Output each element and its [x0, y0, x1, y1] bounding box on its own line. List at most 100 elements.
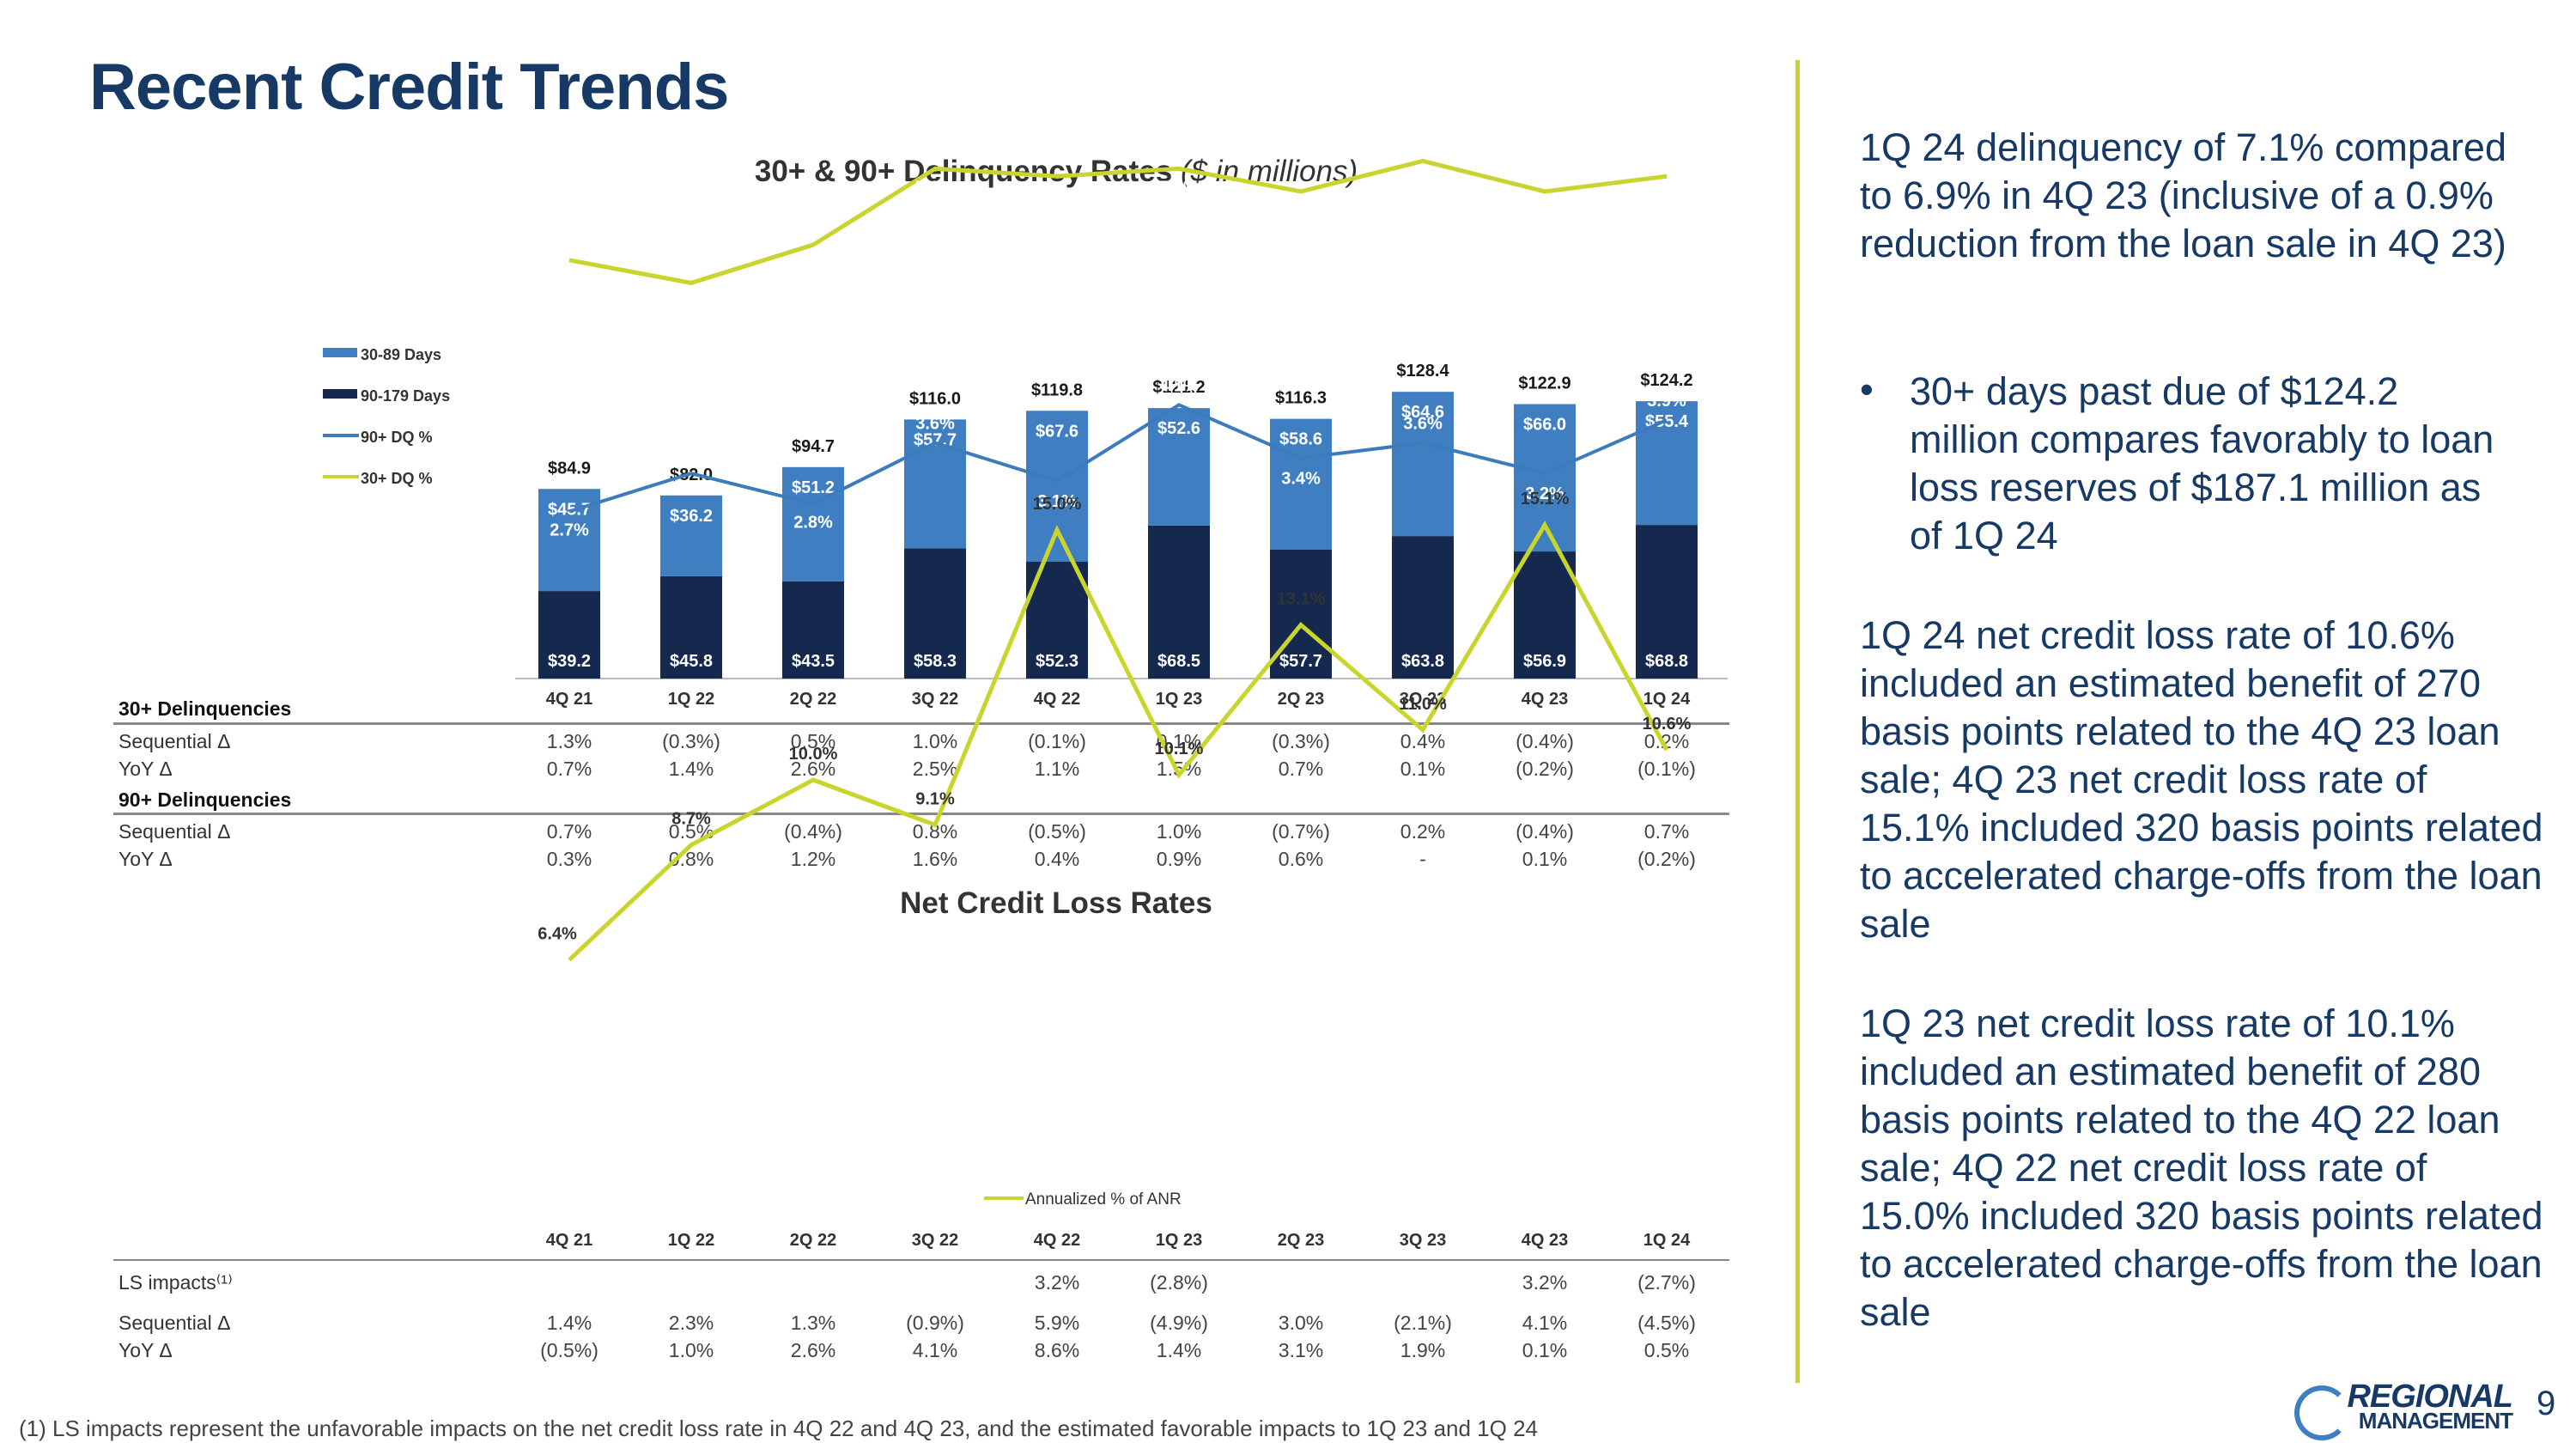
bar-label-90-179: $43.5: [792, 652, 835, 671]
table-cell-d90-yoy: 0.6%: [1278, 848, 1324, 870]
table-cell-d30-seq: 1.0%: [912, 730, 958, 752]
line-30-dq: [568, 158, 1668, 285]
table-cell-d90-yoy: 0.1%: [1522, 848, 1568, 870]
bar-total-label: $128.4: [1396, 362, 1449, 381]
footnote: (1) LS impacts represent the unfavorable…: [19, 1416, 1539, 1441]
row-label-30-yoy: YoY Δ: [118, 758, 173, 780]
bar-label-30-89: $58.6: [1279, 430, 1322, 449]
row-label-ncl-seq: Sequential Δ: [118, 1312, 231, 1334]
ncl-table-cell-yoy: 0.5%: [1643, 1339, 1690, 1361]
table-cell-d90-seq: (0.4%): [1516, 820, 1574, 843]
ncl-table-cell-yoy: 1.0%: [668, 1339, 714, 1361]
vertical-separator: [1795, 60, 1800, 1383]
bar-90-179-3q23: [1392, 536, 1454, 679]
table-cell-d90-yoy: (0.2%): [1637, 848, 1696, 870]
line-30-data-label: 6.2%: [793, 258, 833, 277]
bar-label-30-89: $67.6: [1036, 422, 1078, 441]
line-30-data-label: 7.1%: [1647, 186, 1686, 204]
bar-total-label: $121.2: [1152, 378, 1205, 397]
bar-total-label: $94.7: [792, 437, 835, 456]
line-30-data-label: 5.7%: [671, 295, 711, 314]
table-cell-d90-yoy: 1.6%: [912, 848, 958, 870]
table-divider: [113, 1259, 1729, 1261]
commentary-bullet: 30+ days past due of $124.2 million comp…: [1910, 369, 2494, 557]
table-cell-d90-seq: (0.7%): [1272, 820, 1330, 843]
bar-label-90-179: $68.5: [1157, 652, 1200, 671]
commentary-ncl-1q24: 1Q 24 net credit loss rate of 10.6% incl…: [1860, 613, 2543, 946]
bar-label-90-179: $58.3: [914, 652, 957, 671]
ncl-table-cell-yoy: 3.1%: [1278, 1339, 1324, 1361]
ncl-table-cell-seq: 2.3%: [668, 1312, 714, 1334]
ncl-table-cell-yoy: 1.9%: [1400, 1339, 1446, 1361]
row-label-ncl-yoy: YoY Δ: [118, 1339, 173, 1361]
line-30-data-label: 7.2%: [915, 178, 955, 197]
delinquency-chart: $39.2$45.7$84.94Q 21$45.8$36.2$82.01Q 22…: [323, 158, 1728, 709]
legend-label: 90+ DQ %: [361, 429, 433, 446]
line-30-data-label: 6.9%: [1525, 201, 1564, 220]
row-label-ls-impacts: LS impacts⁽¹⁾: [118, 1271, 233, 1294]
bar-30-89-2q23: [1270, 418, 1332, 550]
commentary-ncl-1q23: 1Q 23 net credit loss rate of 10.1% incl…: [1860, 1002, 2543, 1334]
line-90-data-label: 2.7%: [550, 521, 589, 540]
row-label-30-seq: Sequential Δ: [118, 730, 231, 752]
ncl-chart: 6.4% 8.7% 10.0% 9.1% 15.0% 10.1% 13.1% 11.0% 15.…: [538, 490, 1691, 1250]
row-label-90-seq: Sequential Δ: [118, 820, 231, 843]
bar-label-30-89: $66.0: [1523, 415, 1566, 434]
bar-30-89-1q23: [1148, 408, 1210, 526]
logo-swoosh-icon: [2294, 1385, 2349, 1440]
ncl-data-label: 9.1%: [915, 789, 955, 808]
legend-swatch: [323, 389, 357, 399]
ncl-table-cell-yoy: 4.1%: [912, 1339, 958, 1361]
bar-30-89-3q23: [1392, 392, 1454, 537]
ncl-table-cell-yoy: 8.6%: [1034, 1339, 1080, 1361]
line-90-data-label: 3.1%: [1037, 492, 1077, 511]
line-90-data-label: 4.1%: [1159, 376, 1199, 395]
bar-30-89-4q22: [1026, 411, 1088, 563]
table-cell-d30-seq: (0.3%): [662, 730, 720, 752]
table-cell-d30-seq: 0.5%: [790, 730, 836, 752]
line-90-data-label: 3.2%: [1525, 484, 1564, 503]
x-tick-label: 1Q 23: [1156, 1231, 1202, 1250]
table-cell-d90-yoy: -: [1419, 848, 1426, 870]
ncl-table-cell-ls: 3.2%: [1522, 1271, 1568, 1294]
logo-line2: MANAGEMENT: [2358, 1408, 2513, 1434]
ncl-data-label: 15.0%: [1033, 495, 1082, 514]
bar-total-label: $116.3: [1275, 389, 1327, 408]
line-30-data-label: 7.3%: [1403, 170, 1443, 189]
ncl-legend-label: Annualized % of ANR: [1025, 1190, 1182, 1209]
x-tick-label: 1Q 23: [1156, 690, 1202, 709]
table-cell-d90-yoy: 0.4%: [1034, 848, 1080, 870]
table-cell-d90-seq: (0.4%): [784, 820, 842, 843]
line-90-data-label: 3.6%: [915, 415, 955, 434]
bar-90-179-1q22: [660, 575, 722, 679]
ncl-data-label: 10.1%: [1155, 740, 1204, 758]
bar-90-179-1q23: [1148, 525, 1210, 679]
table-cell-d30-yoy: (0.2%): [1516, 758, 1574, 780]
bar-label-30-89: $36.2: [670, 507, 713, 526]
ncl-table-cell-yoy: 2.6%: [790, 1339, 836, 1361]
table-cell-d90-yoy: 0.9%: [1156, 848, 1202, 870]
ncl-table-cell-seq: 1.3%: [790, 1312, 836, 1334]
ncl-data-label: 13.1%: [1277, 590, 1326, 609]
x-tick-label: 2Q 22: [790, 1231, 836, 1250]
logo-line1: REGIONAL: [2347, 1379, 2513, 1415]
ncl-table-cell-yoy: 1.4%: [1156, 1339, 1202, 1361]
line-90-data-label: 3.9%: [1647, 392, 1686, 411]
x-tick-label: 2Q 23: [1278, 690, 1324, 709]
table-cell-d90-seq: 1.0%: [1156, 820, 1202, 843]
table-cell-d30-yoy: 0.7%: [1278, 758, 1324, 780]
table-cell-d30-yoy: 1.1%: [1034, 758, 1080, 780]
bar-90-179-3q22: [904, 548, 966, 679]
table-cell-d30-seq: (0.4%): [1516, 730, 1574, 752]
bar-label-90-179: $57.7: [1279, 652, 1322, 671]
section-90-delinquencies: 90+ Delinquencies: [118, 788, 292, 811]
legend-swatch: [323, 348, 357, 357]
ncl-table-cell-seq: (2.1%): [1394, 1312, 1452, 1334]
ncl-table-cell-seq: 5.9%: [1034, 1312, 1080, 1334]
bar-90-179-4q21: [538, 591, 600, 679]
bar-90-179-2q23: [1270, 549, 1332, 679]
bar-total-label: $119.8: [1031, 381, 1083, 399]
ncl-table-cell-ls: (2.8%): [1150, 1271, 1208, 1294]
ncl-table-cell-yoy: (0.5%): [540, 1339, 598, 1361]
line-90-data-label: 3.2%: [671, 445, 711, 464]
